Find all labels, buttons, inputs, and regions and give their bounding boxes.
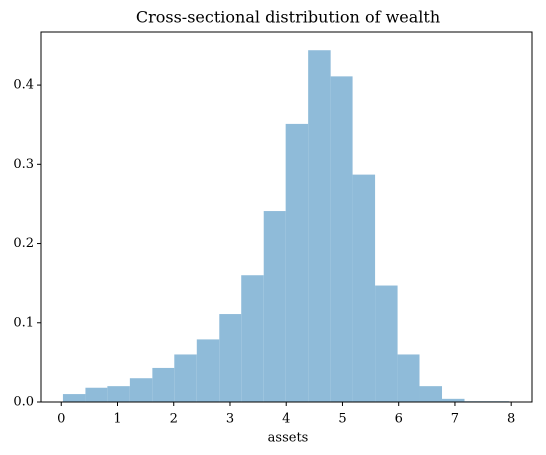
bar xyxy=(241,275,264,402)
x-axis-label: assets xyxy=(268,431,309,446)
x-tick-label: 5 xyxy=(338,412,346,427)
chart-title: Cross-sectional distribution of wealth xyxy=(136,8,440,27)
bar xyxy=(62,394,86,402)
bar xyxy=(352,174,376,402)
x-tick-label: 0 xyxy=(57,412,65,427)
bar xyxy=(330,76,353,402)
bar xyxy=(219,314,242,402)
x-tick-label: 7 xyxy=(451,412,459,427)
bar xyxy=(375,285,398,402)
x-tick-label: 8 xyxy=(507,412,515,427)
y-tick-label: 0.1 xyxy=(13,315,34,330)
bar xyxy=(419,386,443,402)
x-tick-label: 3 xyxy=(226,412,234,427)
y-tick-label: 0.4 xyxy=(13,78,34,93)
bar xyxy=(152,367,175,402)
bar xyxy=(263,211,286,402)
bar xyxy=(308,50,331,403)
bar xyxy=(129,378,153,402)
bar xyxy=(107,386,130,402)
bar xyxy=(285,123,309,402)
y-tick-label: 0.0 xyxy=(13,395,34,410)
x-tick-label: 1 xyxy=(113,412,121,427)
bar xyxy=(85,387,108,402)
x-tick-label: 6 xyxy=(395,412,403,427)
x-tick-label: 4 xyxy=(282,412,290,427)
y-tick-label: 0.3 xyxy=(13,157,34,172)
bar xyxy=(442,398,465,402)
x-tick-label: 2 xyxy=(170,412,178,427)
bar xyxy=(397,354,420,402)
bar xyxy=(174,354,197,402)
bar xyxy=(196,339,220,402)
y-tick-label: 0.2 xyxy=(13,236,34,251)
